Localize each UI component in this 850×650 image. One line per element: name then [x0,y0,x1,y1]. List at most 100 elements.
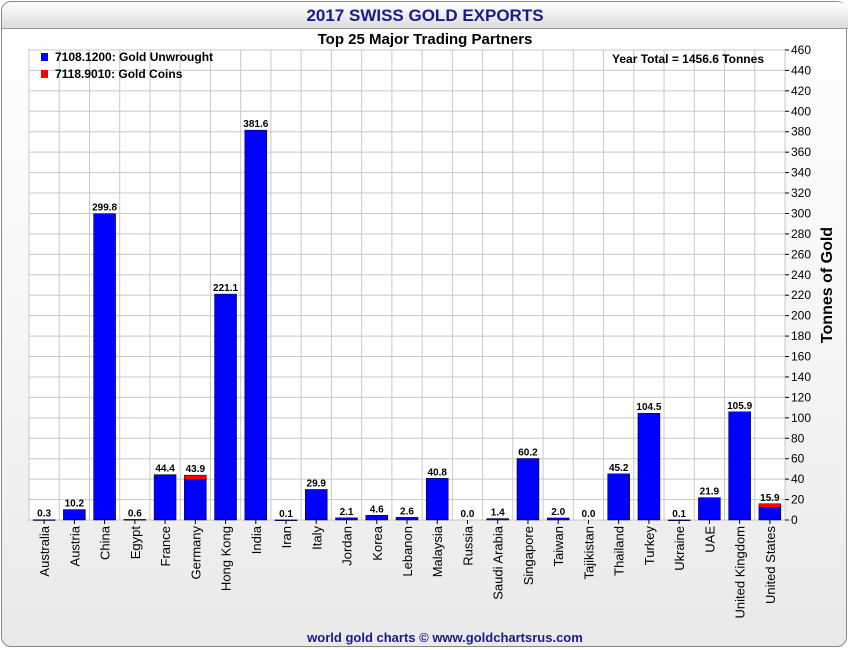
data-label: 2.1 [340,507,354,518]
bar-unwrought [305,489,328,521]
data-label: 0.0 [461,509,475,520]
y-tick-label: 180 [791,329,811,343]
bar-unwrought [365,515,389,521]
y-tick-label: 380 [791,125,811,139]
y-tick-label: 100 [791,411,811,425]
x-tick-label: Ukraine [672,526,687,571]
x-tick-label: Italy [309,526,324,550]
data-label: 0.3 [37,509,51,520]
footer-credit: world gold charts © www.goldchartsrus.co… [307,630,583,645]
data-label: 21.9 [700,487,720,498]
x-tick-label: Singapore [521,526,536,585]
year-total-annotation: Year Total = 1456.6 Tonnes [612,52,764,66]
bar-unwrought [395,517,419,521]
x-tick-label: Thailand [612,526,627,576]
bar-coins [758,503,782,508]
x-tick-label: Lebanon [400,526,415,577]
x-tick-label: China [98,525,113,560]
y-tick-label: 400 [791,104,811,118]
x-tick-label: Iran [279,526,294,548]
x-tick-label: Malaysia [430,525,445,577]
bar-unwrought [63,509,86,521]
bar-unwrought [244,129,268,521]
bar-unwrought [516,458,540,521]
y-tick-label: 60 [791,452,805,466]
y-tick-label: 240 [791,268,811,282]
data-label: 0.6 [128,508,142,519]
x-tick-label: Russia [460,525,475,566]
data-label: 0.0 [581,509,595,520]
x-tick-label: UAE [702,526,717,553]
y-axis-title: Tonnes of Gold [819,227,836,343]
legend-swatch [41,53,48,61]
y-tick-label: 80 [791,431,805,445]
y-tick-label: 140 [791,370,811,384]
x-tick-label: Korea [370,525,385,560]
data-label: 60.2 [518,447,538,458]
x-tick-label: Egypt [128,526,143,560]
x-tick-label: Germany [188,526,203,580]
bar-unwrought [425,478,449,521]
data-label: 43.9 [186,464,206,475]
x-tick-label: United States [763,526,778,605]
data-label: 40.8 [428,467,448,478]
x-tick-label: Saudi Arabia [491,525,506,599]
data-label: 45.2 [609,463,629,474]
x-tick-label: Hong Kong [219,526,234,591]
bar-unwrought [728,411,751,521]
plot-area [28,49,786,521]
data-label: 105.9 [727,401,752,412]
bar-unwrought [153,474,177,521]
y-tick-label: 40 [791,472,805,486]
data-label: 104.5 [636,402,661,413]
legend: 7108.1200: Gold Unwrought 7118.9010: Gold… [41,50,213,81]
y-tick-label: 260 [791,247,811,261]
bar-coins [184,474,207,480]
y-tick-label: 0 [791,513,798,527]
bar-unwrought [698,497,721,521]
bar-unwrought [93,213,116,521]
data-label: 2.0 [551,507,565,518]
bar-unwrought [546,517,570,521]
data-label: 44.4 [155,464,175,475]
y-tick-label: 360 [791,145,811,159]
x-tick-label: Australia [37,525,52,576]
y-tick-label: 320 [791,186,811,200]
x-tick-label: Taiwan [551,526,566,566]
x-tick-label: Austria [67,525,82,566]
bar-unwrought [335,517,358,521]
x-tick-label: Turkey [642,526,657,566]
y-tick-label: 340 [791,166,811,180]
data-label: 0.1 [279,509,293,520]
data-label: 0.1 [672,509,686,520]
x-tick-label: Tajikistan [581,526,596,579]
y-tick-label: 460 [791,43,811,57]
bar-unwrought [214,293,237,521]
bar-unwrought [607,473,630,521]
data-label: 10.2 [65,499,85,510]
bar-unwrought [486,518,509,521]
y-tick-label: 20 [791,493,805,507]
y-tick-label: 120 [791,390,811,404]
data-label: 1.4 [491,508,505,519]
title-bar: 2017 SWISS GOLD EXPORTS [2,2,848,29]
data-label: 299.8 [92,203,117,214]
bars-group [32,129,782,521]
data-label: 15.9 [760,493,780,504]
data-label: 221.1 [213,283,238,294]
y-tick-label: 300 [791,206,811,220]
chart-title: 2017 SWISS GOLD EXPORTS [306,6,544,25]
legend-label: 7118.9010: Gold Coins [55,67,183,81]
chart-subtitle: Top 25 Major Trading Partners [317,31,533,48]
data-label: 381.6 [243,119,268,130]
x-tick-label: United Kingdom [733,526,748,619]
x-axis: Australia Austria China Egypt France Germany H… [37,520,778,619]
legend-swatch [41,70,48,78]
data-labels-group: 0.3 10.2 299.8 0.6 44.4 43.9 221.1 381.6 0.1 29.9… [37,119,780,520]
bar-unwrought [184,479,207,521]
data-label: 4.6 [370,504,384,515]
x-tick-label: India [249,525,264,554]
y-tick-label: 220 [791,288,811,302]
data-label: 2.6 [400,506,414,517]
